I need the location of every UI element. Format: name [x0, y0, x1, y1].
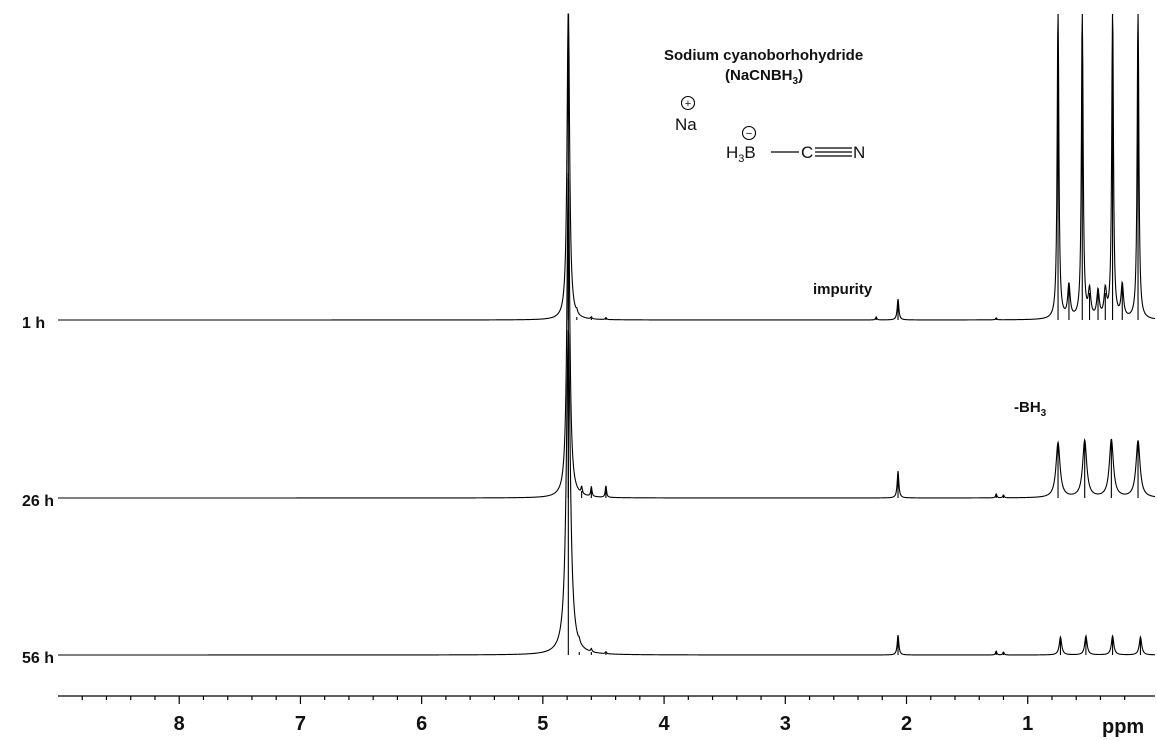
inset-title: Sodium cyanoborhohydride — [664, 47, 863, 64]
x-tick-label: 3 — [780, 713, 791, 735]
nitrogen-atom: N — [853, 143, 865, 162]
spectrum-trace-56h — [58, 330, 1156, 656]
spectrum-traces — [58, 13, 1156, 656]
series-label-26h: 26 h — [22, 493, 54, 510]
annotation-bh3-sub: 3 — [1041, 408, 1047, 419]
x-tick-label: 5 — [537, 713, 548, 735]
inset-formula: (NaCNBH3) — [725, 67, 803, 87]
x-tick-label: 6 — [416, 713, 427, 735]
molecule-inset: Sodium cyanoborhohydride (NaCNBH3) + Na … — [664, 47, 865, 165]
inset-formula-close: ) — [798, 67, 803, 84]
x-axis-label: ppm — [1102, 716, 1144, 738]
plus-charge-circle — [680, 95, 696, 111]
spectrum-trace-1h — [58, 13, 1156, 321]
x-axis-ticks: 8 7 6 5 4 3 2 1 — [81, 696, 1126, 735]
series-label-56h: 56 h — [22, 650, 54, 667]
sodium-atom: Na — [675, 115, 697, 134]
inset-formula-open: (NaCNBH — [725, 67, 793, 84]
annotation-bh3: -BH3 — [1014, 399, 1047, 419]
h3b-b: B — [744, 143, 755, 162]
x-tick-label: 7 — [295, 713, 306, 735]
x-tick-label: 1 — [1022, 713, 1033, 735]
h3b-group: H3B — [726, 143, 756, 165]
h3b-sub: 3 — [738, 153, 744, 165]
h3b-h: H — [726, 143, 738, 162]
plus-charge-sign: + — [685, 98, 691, 110]
x-tick-label: 2 — [901, 713, 912, 735]
spectrum-trace-26h — [58, 173, 1156, 499]
minus-charge-circle — [741, 125, 757, 141]
annotation-bh3-text: -BH — [1014, 399, 1041, 416]
x-tick-label: 4 — [659, 713, 671, 735]
series-label-1h: 1 h — [22, 315, 45, 332]
annotation-impurity: impurity — [813, 281, 873, 298]
carbon-atom: C — [801, 143, 813, 162]
inset-formula-sub: 3 — [793, 76, 799, 87]
x-tick-label: 8 — [174, 713, 185, 735]
minus-charge-sign: − — [746, 128, 752, 140]
